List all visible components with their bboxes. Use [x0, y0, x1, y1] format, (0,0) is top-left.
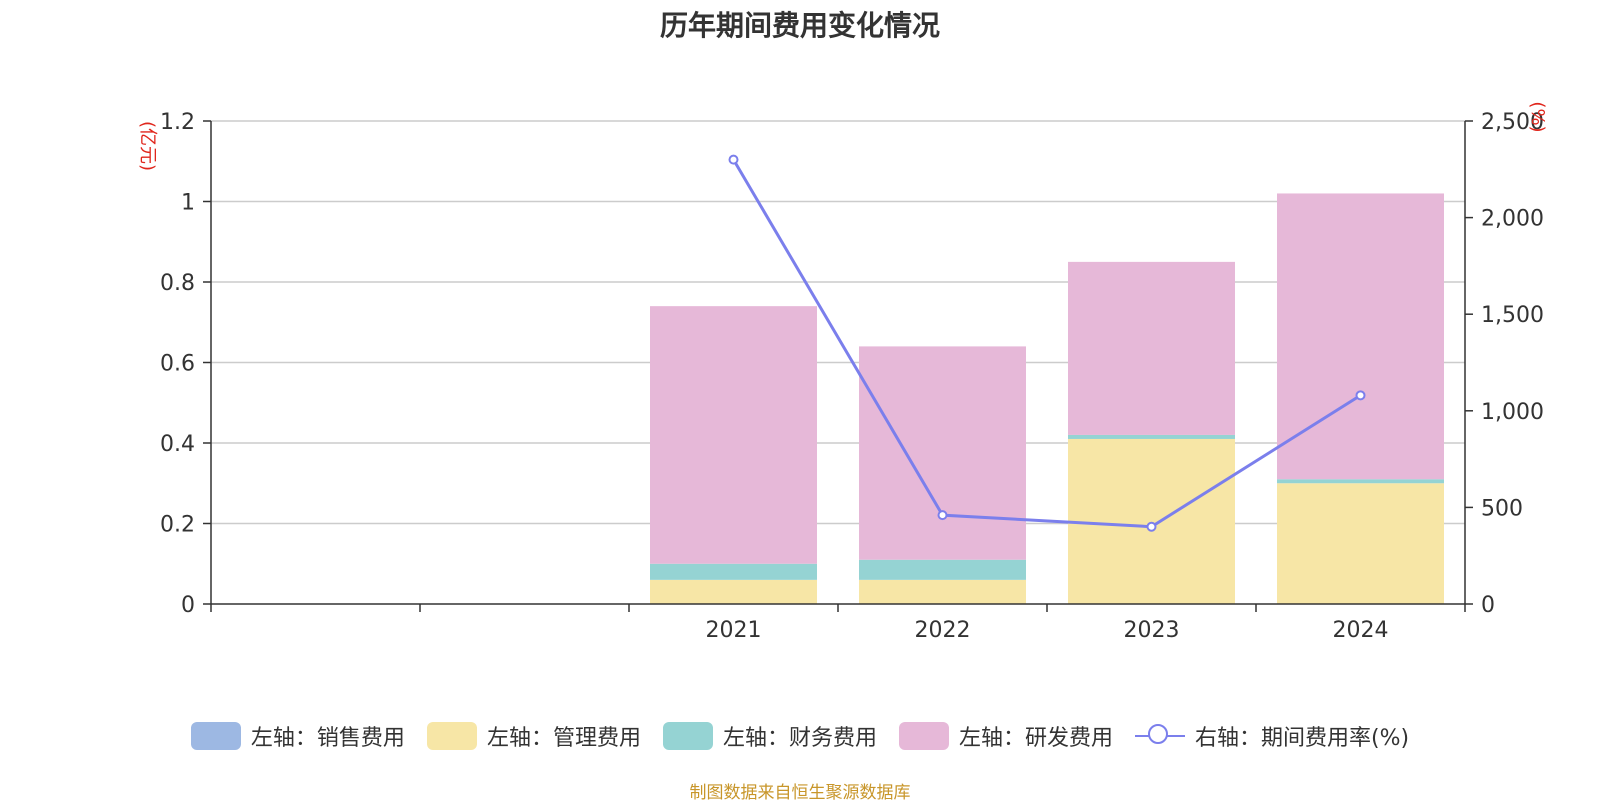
rate-line — [732, 158, 1362, 529]
legend-swatch — [190, 722, 241, 750]
y-right-tick-label: 500 — [1481, 496, 1523, 521]
bar-segment — [650, 563, 817, 580]
y-left-tick-label: 0 — [181, 593, 195, 618]
source-note: 制图数据来自恒生聚源数据库 — [689, 783, 911, 803]
rate-point — [728, 154, 739, 165]
bar-segment — [859, 579, 1026, 604]
x-tick-label: 2024 — [1333, 618, 1389, 643]
legend-label: 右轴：期间费用率(%) — [1194, 726, 1410, 751]
x-tick-label: 2022 — [915, 618, 971, 643]
bar-segment — [1068, 438, 1235, 604]
legend-label: 左轴：管理费用 — [486, 726, 641, 751]
y-left-tick-label: 1.2 — [160, 110, 195, 135]
bar-segment — [1277, 193, 1444, 480]
rate-point — [937, 510, 948, 521]
y-right-tick-label: 0 — [1481, 593, 1495, 618]
legend-label: 左轴：销售费用 — [250, 726, 405, 751]
bar-segment — [1068, 434, 1235, 439]
legend-item[interactable]: 右轴：期间费用率(%) — [1134, 720, 1410, 752]
legend-label: 左轴：财务费用 — [722, 726, 877, 751]
chart-canvas: 0 0.2 0.4 0.6 0.8 1 1.2 0 500 1,000 1,500 2,000 2,50… — [137, 101, 1548, 643]
legend-swatch — [426, 722, 477, 750]
rate-point — [1146, 521, 1157, 532]
bar-segment — [1277, 479, 1444, 484]
y-right-tick-label: 1,500 — [1481, 303, 1544, 328]
legend-line-marker-icon — [1134, 722, 1185, 750]
y-left-tick-label: 0.2 — [160, 513, 195, 538]
rate-point — [1355, 390, 1366, 401]
y-left-tick-label: 0.4 — [160, 432, 195, 457]
legend-label: 左轴：研发费用 — [958, 726, 1113, 751]
legend-swatch — [898, 722, 949, 750]
bar-segment — [1068, 261, 1235, 435]
y-right-tick-label: 2,000 — [1481, 207, 1544, 232]
y-left-tick-label: 1 — [181, 191, 195, 216]
chart-title: 历年期间费用变化情况 — [659, 9, 940, 42]
y-right-tick-label: 2,500 — [1481, 110, 1544, 135]
y-left-tick-label: 0.8 — [160, 271, 195, 296]
x-tick-label: 2021 — [706, 618, 762, 643]
legend: 左轴：销售费用 左轴：管理费用 左轴：财务费用 左轴：研发费用 右轴：期间费用率(%) — [0, 720, 1600, 752]
legend-item[interactable]: 左轴：管理费用 — [426, 720, 641, 752]
y-left-tick-label: 0.6 — [160, 352, 195, 377]
bar-segment — [1277, 483, 1444, 604]
legend-item[interactable]: 左轴：研发费用 — [898, 720, 1113, 752]
legend-swatch — [662, 722, 713, 750]
x-tick-label: 2023 — [1124, 618, 1180, 643]
y-left-unit: (亿元) — [137, 121, 158, 171]
y-right-unit: (%) — [1527, 101, 1548, 132]
legend-item[interactable]: 左轴：财务费用 — [662, 720, 877, 752]
bar-segment — [859, 559, 1026, 580]
bar-segment — [859, 346, 1026, 560]
y-right-tick-label: 1,000 — [1481, 400, 1544, 425]
legend-item[interactable]: 左轴：销售费用 — [190, 720, 405, 752]
bar-segment — [650, 579, 817, 604]
bar-segment — [650, 306, 817, 564]
